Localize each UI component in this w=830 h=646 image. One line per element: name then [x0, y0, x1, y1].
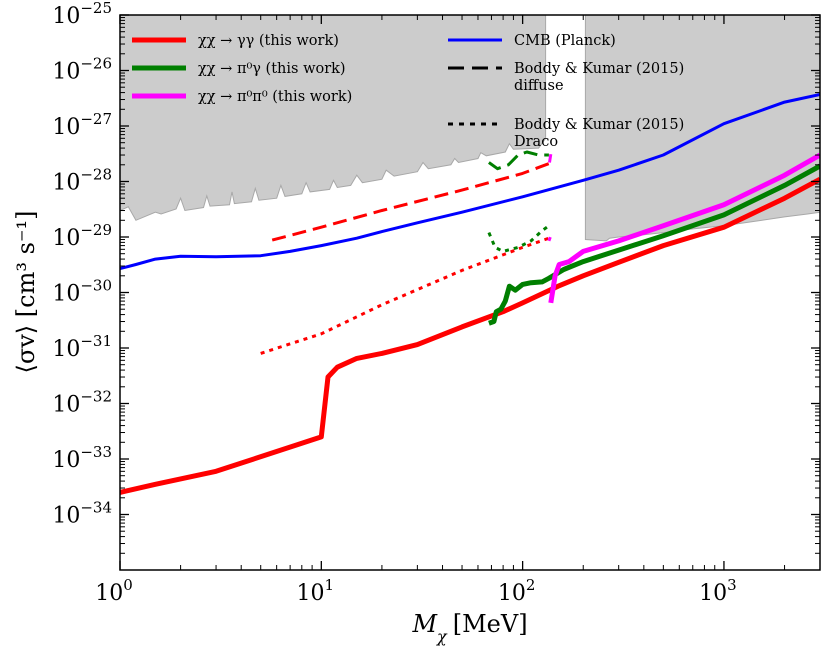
legend-cmb: CMB (Planck) — [448, 33, 616, 49]
x-axis-title-main: M — [411, 610, 438, 638]
x-tick-label: 100 — [95, 576, 133, 606]
y-tick-base: 10 — [52, 393, 80, 418]
series-CMB (Planck) — [120, 93, 820, 271]
series-magenta-diffuse — [548, 153, 553, 163]
legend-gammagamma: χχ → γγ (this work) — [132, 33, 339, 49]
x-tick-base: 10 — [498, 581, 526, 606]
x-tick-label: 101 — [297, 576, 335, 606]
series-layer — [120, 93, 820, 495]
legend-draco-label-line1: Boddy & Kumar (2015) — [514, 117, 684, 133]
legend-diffuse-label-line2: diffuse — [514, 78, 564, 94]
y-tick-exp: −31 — [80, 332, 112, 350]
y-axis-title: ⟨σv⟩ [cm³ s⁻¹] — [12, 210, 40, 373]
y-tick-base: 10 — [52, 115, 80, 140]
series-magenta-draco — [547, 235, 553, 242]
series-chichi-to-pi0gamma-this-work — [488, 163, 820, 326]
y-tick-label: 10−28 — [52, 166, 112, 196]
y-tick-label: 10−32 — [52, 388, 112, 418]
y-tick-exp: −29 — [80, 221, 112, 239]
y-tick-label: 10−30 — [52, 277, 112, 307]
y-tick-label: 10−31 — [52, 332, 112, 362]
x-tick-exp: 2 — [526, 576, 536, 594]
y-tick-base: 10 — [52, 171, 80, 196]
y-tick-base: 10 — [52, 4, 80, 29]
x-tick-exp: 1 — [325, 576, 335, 594]
legend: χχ → γγ (this work) χχ → π⁰γ (this work) χ… — [132, 33, 684, 150]
y-tick-label: 10−33 — [52, 443, 112, 473]
y-tick-base: 10 — [52, 504, 80, 529]
y-tick-base: 10 — [52, 448, 80, 473]
plot-frame — [119, 14, 821, 571]
series-red-draco — [260, 236, 550, 355]
series-chichi-to-pi0pi0-this-work — [548, 152, 820, 304]
x-tick-base: 10 — [699, 581, 727, 606]
x-tick-base: 10 — [297, 581, 325, 606]
y-tick-exp: −28 — [80, 166, 112, 184]
y-tick-exp: −33 — [80, 443, 112, 461]
legend-pi0pi0: χχ → π⁰π⁰ (this work) — [132, 89, 352, 105]
y-tick-base: 10 — [52, 226, 80, 251]
x-tick-base: 10 — [95, 581, 123, 606]
series-red-diffuse — [271, 162, 550, 242]
x-tick-label: 103 — [699, 576, 737, 606]
legend-pi0pi0-label: χχ → π⁰π⁰ (this work) — [198, 89, 352, 105]
x-axis-title-sub: χ — [436, 627, 448, 646]
y-tick-base: 10 — [52, 337, 80, 362]
y-tick-base: 10 — [52, 60, 80, 85]
ticks-layer: 100 101 102 10310−3410−3310−3210−3110−3010−… — [52, 0, 821, 606]
y-tick-exp: −26 — [80, 55, 112, 73]
legend-pi0gamma-label: χχ → π⁰γ (this work) — [198, 61, 346, 77]
x-axis-title-unit: [MeV] — [453, 610, 528, 638]
x-axis-title: Mχ [MeV] — [411, 610, 527, 646]
y-tick-label: 10−26 — [52, 55, 112, 85]
y-tick-exp: −34 — [80, 499, 112, 517]
y-tick-label: 10−29 — [52, 221, 112, 251]
x-tick-exp: 0 — [123, 576, 133, 594]
excluded-regions — [120, 15, 820, 242]
x-tick-exp: 3 — [727, 576, 737, 594]
legend-gammagamma-label: χχ → γγ (this work) — [198, 33, 339, 49]
legend-pi0gamma: χχ → π⁰γ (this work) — [132, 61, 346, 77]
y-tick-base: 10 — [52, 282, 80, 307]
series-green-diffuse — [488, 150, 549, 171]
y-tick-exp: −32 — [80, 388, 112, 406]
y-tick-exp: −25 — [80, 0, 112, 17]
legend-diffuse: Boddy & Kumar (2015)diffuse — [448, 61, 684, 94]
y-tick-label: 10−34 — [52, 499, 112, 529]
y-tick-exp: −30 — [80, 277, 112, 295]
excluded-region-left — [120, 15, 547, 221]
legend-draco: Boddy & Kumar (2015)Draco — [448, 117, 684, 150]
y-tick-exp: −27 — [80, 110, 112, 128]
legend-diffuse-label-line1: Boddy & Kumar (2015) — [514, 61, 684, 77]
legend-cmb-label: CMB (Planck) — [514, 33, 616, 49]
legend-draco-label-line2: Draco — [514, 134, 558, 150]
y-tick-label: 10−25 — [52, 0, 112, 29]
y-tick-label: 10−27 — [52, 110, 112, 140]
x-tick-label: 102 — [498, 576, 536, 606]
series-chichi-to-gammagamma-this-work — [120, 176, 820, 495]
